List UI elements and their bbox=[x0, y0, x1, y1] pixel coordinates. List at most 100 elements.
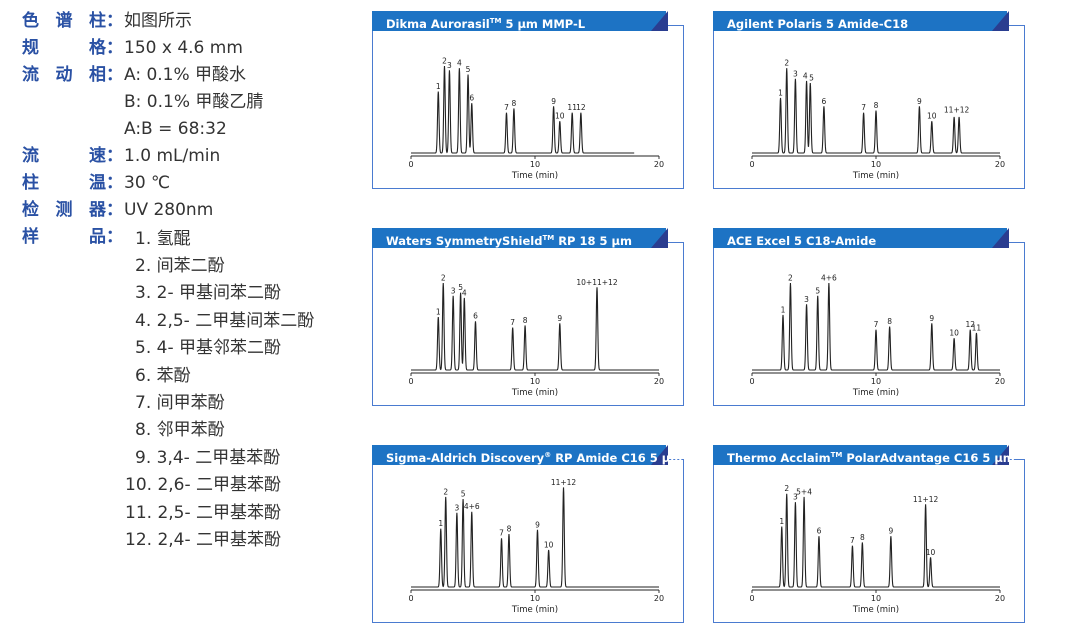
compound-item: 1. 氢醌 bbox=[135, 229, 191, 249]
peak-label: 7 bbox=[861, 103, 866, 112]
x-axis-label: Time (min) bbox=[511, 171, 558, 181]
x-tick-label: 0 bbox=[749, 594, 754, 603]
peak-label: 11+12 bbox=[551, 478, 577, 487]
chromatogram-trace bbox=[411, 66, 635, 154]
x-tick-label: 10 bbox=[871, 377, 881, 386]
compound-item: 5. 4- 甲基邻苯二酚 bbox=[135, 338, 281, 358]
x-tick-label: 0 bbox=[408, 377, 413, 386]
chromatogram-trace bbox=[752, 68, 1000, 154]
spec-value: A:B = 68:32 bbox=[124, 119, 227, 139]
peak-label: 12 bbox=[576, 103, 586, 112]
peak-label: 11 bbox=[972, 323, 982, 332]
peak-label: 3 bbox=[793, 69, 798, 78]
peak-label: 8 bbox=[523, 316, 528, 325]
chromatogram-plot: 0 10 20 Time (min) 1 235 4+6 7 8 9 10 11+12 bbox=[408, 478, 664, 615]
peak-label: 9 bbox=[535, 520, 540, 529]
spec-value: 1.0 mL/min bbox=[124, 146, 221, 166]
spec-value: 30 ℃ bbox=[124, 173, 171, 193]
peak-label: 8 bbox=[512, 99, 517, 108]
x-axis-label: Time (min) bbox=[852, 388, 899, 398]
spec-label: 样品： bbox=[22, 227, 123, 247]
peak-label: 4 bbox=[803, 71, 808, 80]
chromatogram-trace bbox=[752, 283, 1000, 371]
x-tick-label: 20 bbox=[654, 377, 664, 386]
chromatogram-panel: Waters SymmetryShieldTM RP 18 5 μm 0 10 20… bbox=[372, 228, 684, 406]
peak-label: 9 bbox=[551, 97, 556, 106]
chart-title-tab bbox=[713, 445, 1007, 465]
peak-label: 7 bbox=[499, 529, 504, 538]
peak-label: 3 bbox=[454, 503, 459, 512]
peak-label: 11+12 bbox=[944, 105, 970, 114]
peak-label: 6 bbox=[822, 97, 827, 106]
peak-label: 10 bbox=[544, 540, 554, 549]
spec-value: A: 0.1% 甲酸水 bbox=[124, 65, 247, 85]
peak-label: 1 bbox=[778, 88, 783, 97]
x-tick-label: 10 bbox=[871, 160, 881, 169]
peak-label: 6 bbox=[469, 94, 474, 103]
peak-label: 2 bbox=[784, 59, 789, 68]
chart-title-accent bbox=[651, 11, 668, 31]
compound-item: 11. 2,5- 二甲基苯酚 bbox=[125, 503, 282, 523]
chart-title: Dikma AurorasilTM 5 μm MMP-L bbox=[386, 16, 586, 31]
x-axis-label: Time (min) bbox=[852, 605, 899, 615]
chromatogram-panel: Dikma AurorasilTM 5 μm MMP-L 0 10 20 Time (… bbox=[372, 11, 684, 189]
peak-label: 12 bbox=[965, 320, 975, 329]
peak-label: 7 bbox=[874, 320, 879, 329]
x-tick-label: 20 bbox=[995, 160, 1005, 169]
x-tick-label: 0 bbox=[408, 160, 413, 169]
chart-title-tab bbox=[713, 11, 1007, 31]
peak-label: 10 bbox=[927, 112, 937, 121]
peak-label: 10 bbox=[949, 329, 959, 338]
x-tick-label: 10 bbox=[530, 377, 540, 386]
x-tick-label: 20 bbox=[995, 377, 1005, 386]
peak-label: 10 bbox=[926, 548, 936, 557]
peak-label: 5 bbox=[815, 286, 820, 295]
peak-label: 1 bbox=[438, 519, 443, 528]
x-axis-label: Time (min) bbox=[511, 388, 558, 398]
x-tick-label: 10 bbox=[871, 594, 881, 603]
peak-label: 1 bbox=[436, 82, 441, 91]
compound-item: 6. 苯酚 bbox=[135, 366, 191, 386]
peak-label: 2 bbox=[443, 487, 448, 496]
x-tick-label: 0 bbox=[408, 594, 413, 603]
peak-label: 7 bbox=[850, 536, 855, 545]
chart-title-tab bbox=[372, 228, 666, 248]
chart-title-accent bbox=[992, 445, 1009, 465]
peak-label: 9 bbox=[917, 97, 922, 106]
peak-label: 7 bbox=[510, 318, 515, 327]
chart-frame bbox=[713, 242, 1025, 406]
spec-label: 流速： bbox=[22, 146, 123, 166]
peak-label: 5 bbox=[809, 74, 814, 83]
peak-label: 4+6 bbox=[821, 274, 837, 283]
x-axis-label: Time (min) bbox=[511, 605, 558, 615]
compound-item: 9. 3,4- 二甲基苯酚 bbox=[135, 448, 281, 468]
peak-label: 6 bbox=[473, 312, 478, 321]
peak-label: 11 bbox=[567, 103, 577, 112]
peak-label: 2 bbox=[784, 484, 789, 493]
chart-title: Agilent Polaris 5 Amide-C18 bbox=[727, 16, 909, 31]
chromatogram-plot: 0 10 20 Time (min) 1 235+4 6 7 8 9 11+12 10 bbox=[749, 484, 1005, 615]
chromatogram-trace bbox=[752, 493, 1000, 588]
peak-label: 9 bbox=[888, 527, 893, 536]
peak-label: 1 bbox=[436, 308, 441, 317]
peak-label: 10 bbox=[555, 112, 565, 121]
peak-label: 7 bbox=[504, 103, 509, 112]
peak-label: 9 bbox=[557, 314, 562, 323]
spec-value: B: 0.1% 甲酸乙腈 bbox=[124, 92, 264, 112]
compound-item: 4. 2,5- 二甲基间苯二酚 bbox=[135, 311, 315, 331]
peak-label: 5 bbox=[458, 283, 463, 292]
spec-label: 柱温： bbox=[22, 173, 123, 193]
peak-label: 1 bbox=[781, 305, 786, 314]
compound-item: 7. 间甲苯酚 bbox=[135, 393, 225, 413]
x-tick-label: 10 bbox=[530, 594, 540, 603]
chart-title-tab bbox=[372, 445, 666, 465]
chart-frame bbox=[713, 25, 1025, 189]
chart-frame bbox=[372, 25, 684, 189]
peak-label: 2 bbox=[788, 274, 793, 283]
x-axis-label: Time (min) bbox=[852, 171, 899, 181]
compound-item: 12. 2,4- 二甲基苯酚 bbox=[125, 530, 282, 550]
chart-title-accent bbox=[992, 228, 1009, 248]
spec-label: 色谱柱： bbox=[22, 11, 123, 31]
chromatogram-trace bbox=[411, 487, 659, 588]
